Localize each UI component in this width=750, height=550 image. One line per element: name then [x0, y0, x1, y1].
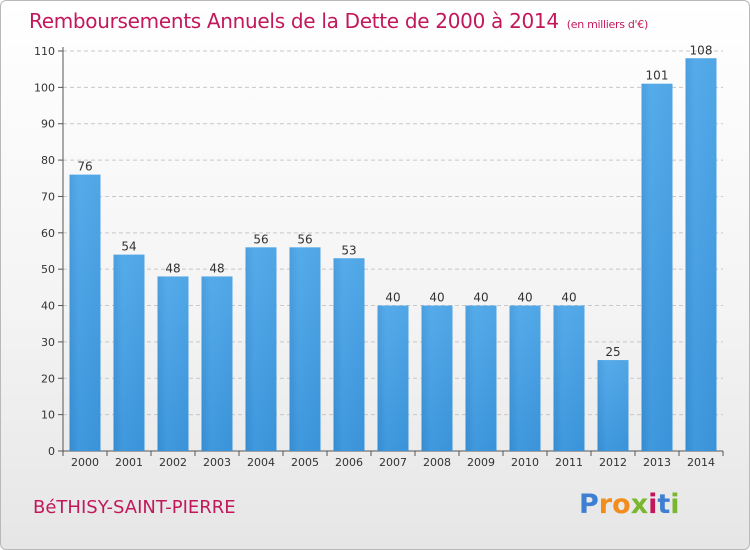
bar-shade-2005 [289, 247, 321, 451]
data-label-2013: 101 [646, 69, 669, 83]
y-tick-label-30: 30 [41, 336, 55, 349]
x-tick-label-2004: 2004 [247, 456, 275, 469]
data-label-2001: 54 [121, 240, 136, 254]
bar-shade-2007 [377, 305, 409, 451]
y-tick-label-100: 100 [34, 81, 55, 94]
bar-shade-2008 [421, 305, 453, 451]
bar-shade-2004 [245, 247, 277, 451]
bar-shade-2000 [69, 174, 101, 452]
data-label-2006: 53 [341, 243, 356, 257]
logo-letter: r [598, 489, 613, 520]
y-tick-label-20: 20 [41, 372, 55, 385]
y-tick-label-60: 60 [41, 227, 55, 240]
chart-title-text: Remboursements Annuels de la Dette de 20… [29, 9, 559, 33]
y-tick-label-110: 110 [34, 45, 55, 58]
y-tick-label-70: 70 [41, 190, 55, 203]
x-tick-label-2007: 2007 [379, 456, 407, 469]
data-label-2005: 56 [297, 232, 312, 246]
data-label-2000: 76 [77, 160, 92, 174]
data-label-2010: 40 [517, 291, 532, 305]
bar-shade-2010 [509, 305, 541, 451]
data-label-2009: 40 [473, 291, 488, 305]
bar-shade-2002 [157, 276, 189, 451]
logo-letter: t [657, 489, 671, 520]
logo-letter: i [648, 489, 658, 520]
bar-shade-2013 [641, 83, 673, 452]
proxiti-logo: Proxiti [579, 489, 680, 520]
x-tick-label-2014: 2014 [687, 456, 715, 469]
x-tick-label-2002: 2002 [159, 456, 187, 469]
y-tick-label-50: 50 [41, 263, 55, 276]
bar-shade-2014 [685, 58, 717, 451]
bar-shade-2003 [201, 276, 233, 451]
y-tick-label-40: 40 [41, 300, 55, 313]
bar-shade-2001 [113, 254, 145, 451]
bar-shade-2009 [465, 305, 497, 451]
data-label-2007: 40 [385, 291, 400, 305]
x-tick-label-2009: 2009 [467, 456, 495, 469]
y-tick-label-0: 0 [48, 445, 55, 458]
x-tick-label-2008: 2008 [423, 456, 451, 469]
x-tick-label-2000: 2000 [71, 456, 99, 469]
x-tick-label-2012: 2012 [599, 456, 627, 469]
logo-letter: x [630, 489, 649, 520]
logo-letter: o [612, 489, 631, 520]
bar-shade-2006 [333, 258, 365, 451]
bar-shade-2011 [553, 305, 585, 451]
data-label-2012: 25 [605, 345, 620, 359]
chart-subtitle: (en milliers d'€) [566, 18, 648, 31]
y-tick-label-90: 90 [41, 118, 55, 131]
data-label-2008: 40 [429, 291, 444, 305]
data-label-2002: 48 [165, 261, 180, 275]
x-tick-label-2006: 2006 [335, 456, 363, 469]
x-tick-label-2011: 2011 [555, 456, 583, 469]
x-tick-label-2005: 2005 [291, 456, 319, 469]
chart-title: Remboursements Annuels de la Dette de 20… [29, 9, 648, 33]
logo-letter: i [670, 489, 680, 520]
data-label-2011: 40 [561, 291, 576, 305]
x-tick-label-2013: 2013 [643, 456, 671, 469]
logo-letter: P [579, 489, 599, 520]
bar-shade-2012 [597, 360, 629, 451]
data-label-2003: 48 [209, 261, 224, 275]
y-tick-label-10: 10 [41, 409, 55, 422]
commune-name: BéTHISY-SAINT-PIERRE [33, 497, 236, 518]
x-tick-label-2003: 2003 [203, 456, 231, 469]
x-tick-label-2001: 2001 [115, 456, 143, 469]
data-label-2014: 108 [690, 43, 713, 57]
y-tick-label-80: 80 [41, 154, 55, 167]
x-tick-label-2010: 2010 [511, 456, 539, 469]
data-label-2004: 56 [253, 232, 268, 246]
